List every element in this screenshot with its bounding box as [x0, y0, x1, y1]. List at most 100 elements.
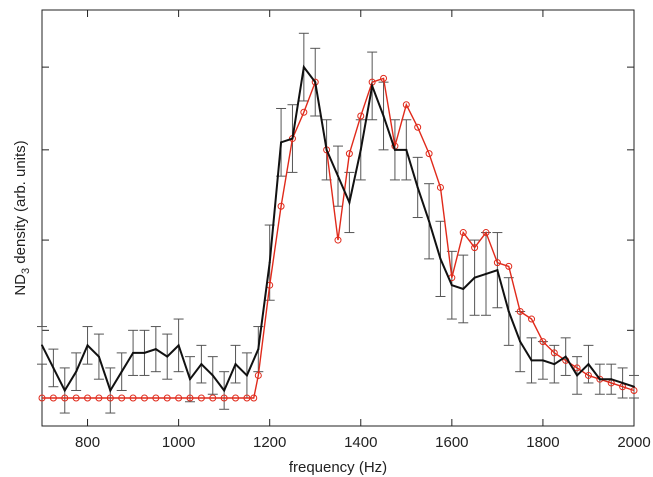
series-1-point [314, 81, 317, 84]
series-1-point [143, 351, 146, 354]
x-tick-label-800: 800 [75, 434, 100, 451]
series-1-point [439, 257, 442, 260]
series-1-point [621, 381, 624, 384]
x-axis-title: frequency (Hz) [289, 459, 387, 476]
series-2-point [209, 394, 217, 402]
series-1-point [41, 344, 43, 347]
series-1-point [154, 348, 157, 351]
series-2-point [345, 150, 353, 158]
series-2-point [129, 394, 137, 402]
series-2-point [95, 394, 103, 402]
series-1-point [519, 340, 522, 343]
series-1-point [75, 370, 78, 373]
series-1-point [268, 261, 271, 264]
series-2-point [357, 112, 365, 120]
series-1-point [325, 148, 328, 151]
series-1-point [541, 359, 544, 362]
series-2-point [516, 308, 524, 316]
x-tick-label-1800: 1800 [526, 434, 559, 451]
y-axis-title: ND3 density (arb. units) [12, 140, 32, 295]
series-2-point [175, 394, 183, 402]
series-2-point [243, 394, 251, 402]
series-1-point [211, 374, 214, 377]
series-1-point [348, 201, 351, 204]
series-2-point [380, 74, 388, 82]
series-1-point [450, 284, 453, 287]
series-2-point [220, 394, 228, 402]
x-axis-ticks: 800 1000 1200 1400 1600 1800 2000 [75, 10, 651, 451]
series-2-point [232, 394, 240, 402]
series-1-point [473, 276, 476, 279]
series-2-line [42, 77, 635, 399]
series-1-point [291, 137, 294, 140]
x-tick-label-1600: 1600 [435, 434, 468, 451]
series-2-point [277, 202, 285, 210]
series-2-point [197, 394, 205, 402]
series-2-point [539, 338, 547, 346]
series-1-point [359, 148, 362, 151]
series-1-point [200, 363, 203, 366]
series-1-point [553, 363, 556, 366]
error-bars [37, 32, 639, 414]
series-1-point [223, 389, 226, 392]
series-1-point [576, 374, 579, 377]
series-2-point [436, 183, 444, 191]
series-1-point [610, 378, 613, 381]
series-2-point [49, 394, 57, 402]
series-2-point [61, 394, 69, 402]
series-1-point [97, 355, 100, 358]
series-1-point [598, 378, 601, 381]
series-1-point [382, 115, 385, 117]
series-1-point [63, 389, 66, 392]
x-tick-label-1000: 1000 [162, 434, 195, 451]
series-2-point [459, 229, 467, 237]
series-1-point [428, 220, 431, 223]
series-2-point [584, 371, 592, 379]
series-1-point [86, 344, 89, 347]
series-layer [38, 64, 638, 402]
series-2-point [163, 394, 171, 402]
series-1-point [302, 66, 305, 69]
series-1-point [530, 359, 533, 362]
series-1-point [109, 389, 112, 392]
series-2-point [573, 364, 581, 372]
series-2-point [334, 236, 342, 244]
series-1-point [257, 348, 260, 351]
series-2-point [528, 315, 536, 323]
series-2-point [482, 229, 490, 237]
series-2-point [425, 150, 433, 158]
x-tick-label-1400: 1400 [344, 434, 377, 451]
series-1-point [416, 186, 419, 189]
series-2-point [471, 244, 479, 252]
series-2-point [300, 108, 308, 116]
series-2-point [72, 394, 80, 402]
plot-frame [41, 9, 635, 427]
series-1-point [405, 148, 408, 151]
series-1-point [189, 378, 191, 381]
series-1-point [371, 84, 374, 87]
series-1-point [587, 363, 590, 366]
series-1-point [633, 385, 635, 388]
series-2-point [493, 259, 501, 267]
series-1-point [462, 287, 465, 290]
series-2-point [152, 394, 160, 402]
series-1-point [245, 374, 248, 377]
series-2-point [254, 371, 262, 379]
y-axis-title-rest: density (arb. units) [12, 140, 29, 268]
series-2-point [186, 394, 194, 402]
series-2-point [550, 349, 558, 357]
series-1-point [496, 269, 499, 272]
x-tick-label-1200: 1200 [253, 434, 286, 451]
series-2-point [402, 101, 410, 109]
series-1-point [280, 141, 283, 144]
series-1-point [507, 310, 510, 313]
series-1-point [120, 370, 123, 373]
y-axis-ticks [42, 66, 634, 331]
series-1-point [166, 355, 169, 358]
series-2-point [250, 394, 258, 402]
series-1-point [485, 272, 487, 275]
series-2-point [106, 394, 114, 402]
series-2-point [118, 394, 126, 402]
series-2-point [38, 394, 46, 402]
